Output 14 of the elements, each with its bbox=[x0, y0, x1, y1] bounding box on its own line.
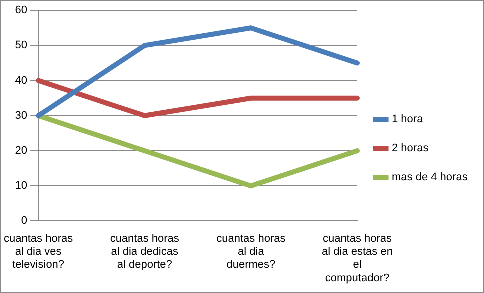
y-tick-label: 0 bbox=[21, 215, 28, 228]
legend-label: 1 hora bbox=[392, 114, 424, 126]
y-tick-label: 60 bbox=[15, 4, 28, 17]
legend-label: mas de 4 horas bbox=[392, 172, 468, 184]
legend-label: 2 horas bbox=[392, 142, 430, 155]
x-tick-label: cuantas horas al dia ves television? bbox=[4, 232, 74, 272]
x-tick-label: cuantas horas al dia estas en el computador? bbox=[322, 232, 393, 284]
y-tick-label: 30 bbox=[15, 110, 28, 122]
x-tick-label: cuantas horas al dia duermes? bbox=[216, 232, 286, 272]
y-tick-label: 10 bbox=[15, 180, 28, 192]
y-tick-label: 20 bbox=[15, 145, 28, 158]
y-tick-label: 40 bbox=[15, 74, 28, 87]
x-tick-label: cuantas horas al dia dedicas al deporte? bbox=[110, 232, 180, 272]
y-tick-label: 50 bbox=[15, 40, 28, 52]
